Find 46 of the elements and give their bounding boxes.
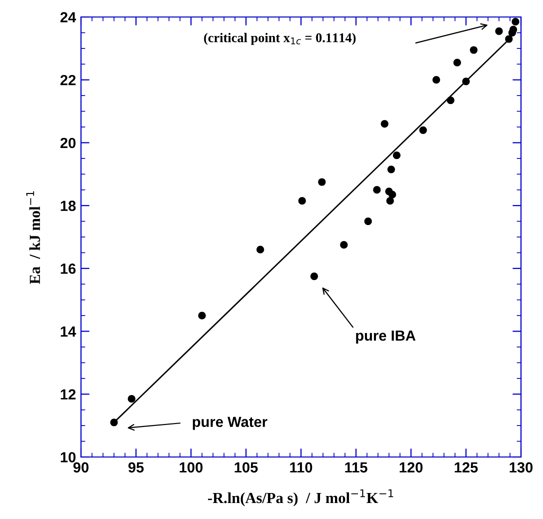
y-tick-label: 16	[60, 264, 76, 274]
annotation: (critical point x$_{1c}$ = 0.1114)	[204, 32, 356, 45]
x-tick-label: 105	[234, 462, 258, 473]
x-tick-label: 90	[73, 462, 89, 473]
point	[380, 120, 388, 128]
point	[128, 395, 136, 403]
x-tick-label: 120	[400, 462, 423, 473]
y-tick-label: 24	[60, 12, 76, 22]
annotation: pure Water	[192, 416, 268, 430]
point	[110, 418, 118, 426]
point	[256, 246, 264, 254]
y-tick-label: 12	[60, 389, 76, 400]
point	[419, 126, 427, 134]
x-tick-label: 130	[510, 462, 533, 473]
point	[298, 197, 306, 205]
point	[392, 151, 401, 160]
point	[387, 166, 396, 174]
point	[388, 190, 396, 198]
x-tick-label: 100	[180, 462, 203, 473]
x-axis-title: -R.ln(As/Pa s) / J mol$^{−1}$K$^{−1}$	[208, 489, 394, 506]
point	[373, 186, 381, 194]
point	[364, 217, 372, 226]
y-tick-label: 10	[60, 452, 76, 462]
point	[318, 178, 326, 186]
y-tick-label: 22	[60, 74, 76, 86]
y-tick-label: 14	[60, 326, 76, 337]
point	[198, 312, 206, 320]
annotation: pure IBA	[356, 330, 416, 344]
point	[505, 35, 513, 43]
point	[495, 27, 503, 35]
point	[310, 272, 318, 280]
y-tick-label: 18	[60, 200, 76, 211]
x-tick-label: 95	[128, 462, 144, 473]
x-tick-label: 125	[454, 462, 478, 473]
point	[432, 76, 440, 84]
point	[462, 78, 470, 86]
point	[340, 241, 348, 249]
point	[453, 58, 462, 66]
y-axis-title: Ea / kJ mol$^{−1}$	[26, 191, 40, 284]
point	[509, 26, 518, 34]
point	[386, 197, 394, 205]
point	[446, 96, 454, 104]
y-tick-label: 20	[60, 138, 76, 148]
x-tick-label: 115	[345, 462, 368, 473]
point	[470, 46, 478, 54]
x-tick-label: 110	[290, 462, 312, 473]
